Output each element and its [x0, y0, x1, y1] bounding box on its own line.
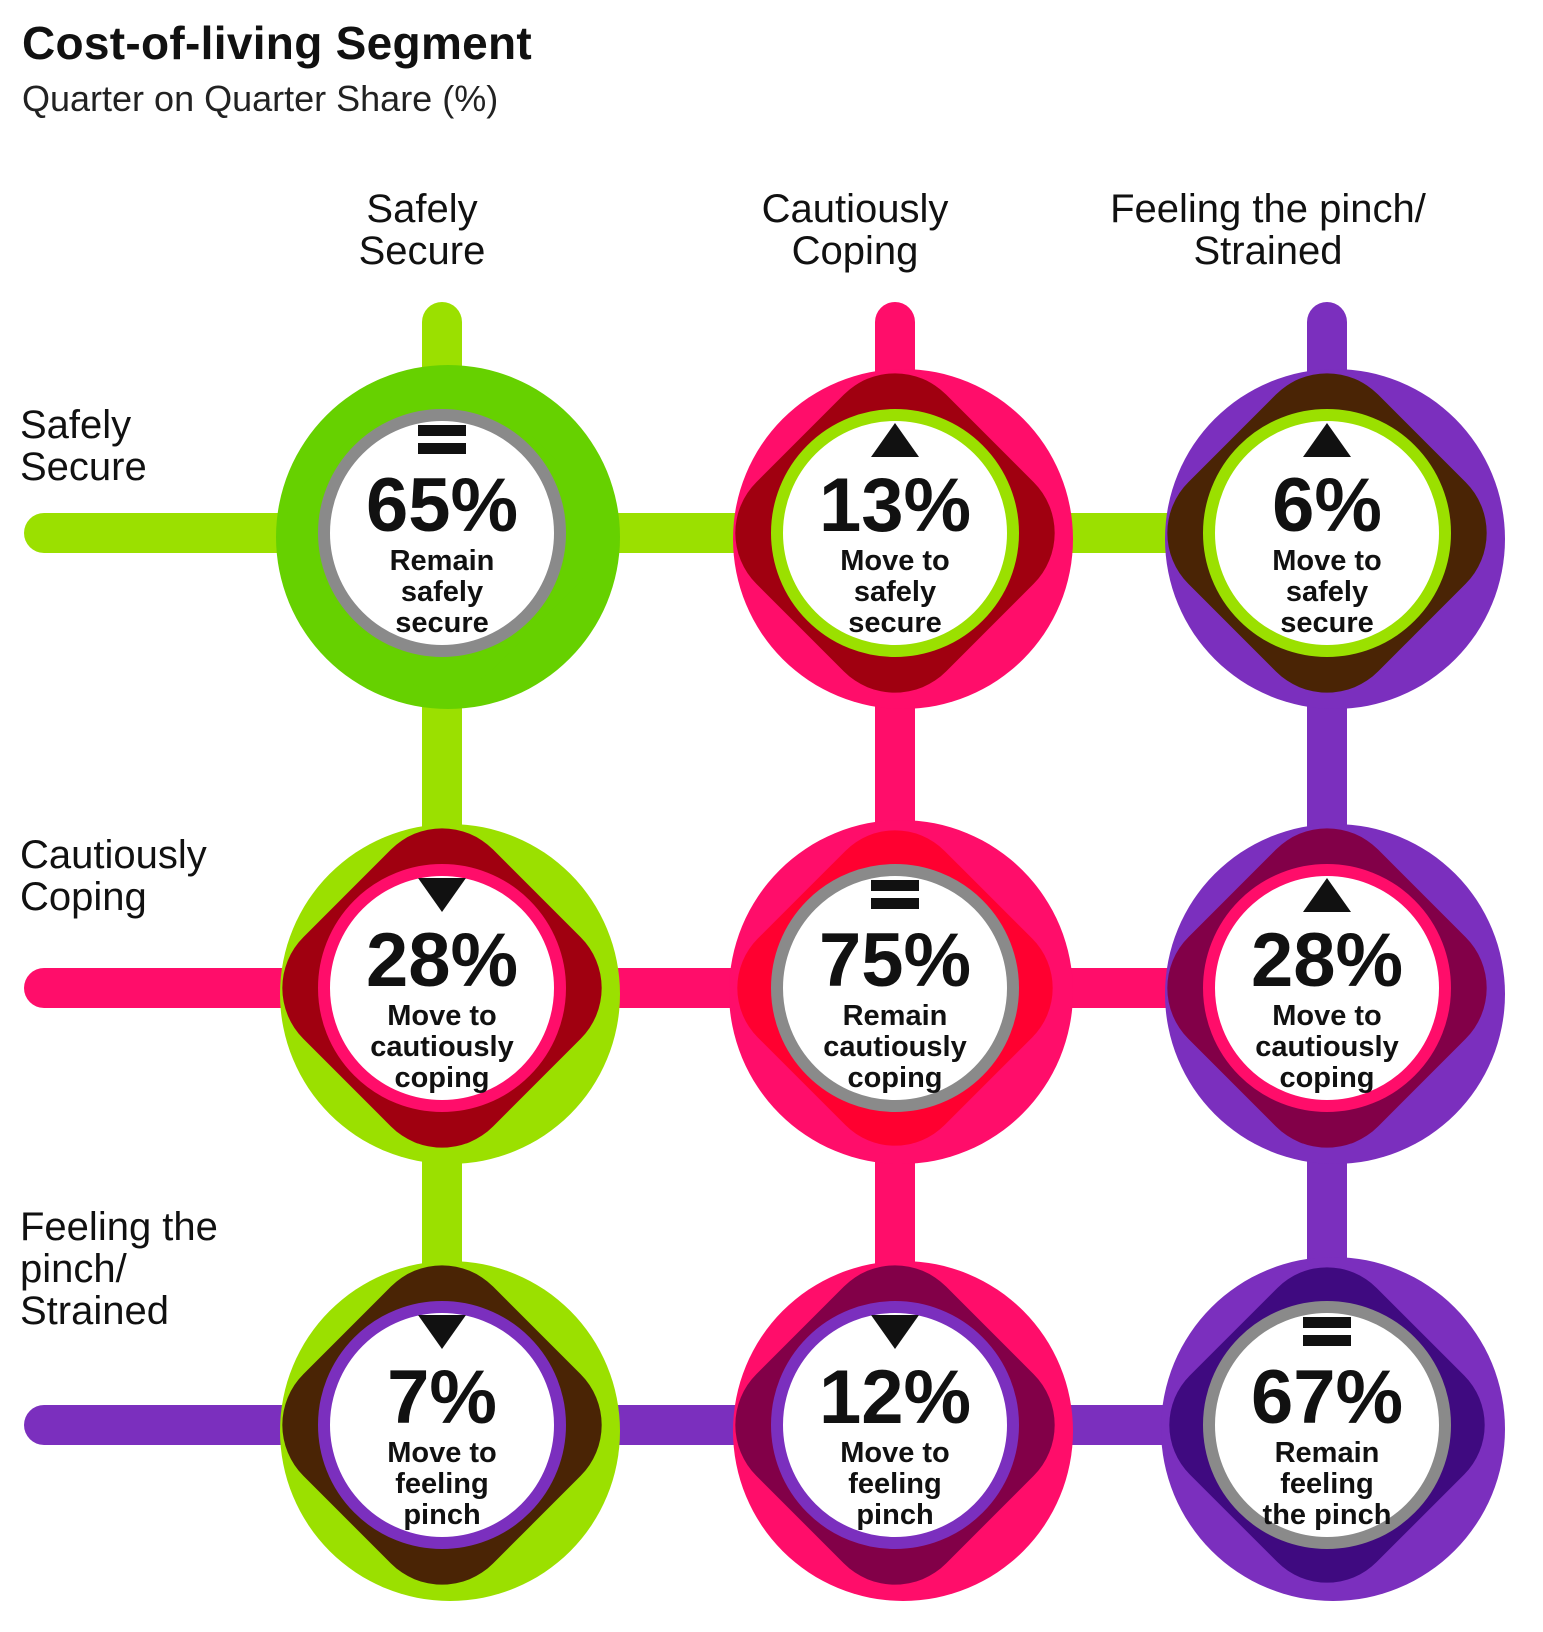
column-header-feeling-pinch: Feeling the pinch/Strained — [1110, 187, 1426, 273]
cell-cautiously-coping-to-safely-secure-label-line: cautiously — [370, 1031, 513, 1063]
cell-safely-secure-to-feeling-pinch-label-line: Move to — [1272, 545, 1382, 577]
cell-safely-secure-to-cautiously-coping-ring — [771, 409, 1019, 657]
cell-feeling-pinch-to-cautiously-coping-label-line: feeling — [848, 1468, 941, 1500]
cell-feeling-pinch-to-safely-secure-label-line: feeling — [395, 1468, 488, 1500]
cell-safely-secure-to-cautiously-coping-label-line: secure — [848, 607, 942, 639]
cell-cautiously-coping-to-cautiously-coping-label-line: Remain — [843, 1000, 948, 1032]
cell-cautiously-coping-to-feeling-pinch-label-line: coping — [1279, 1062, 1374, 1094]
cell-safely-secure-to-feeling-pinch-value: 6% — [1272, 463, 1382, 548]
cell-cautiously-coping-to-safely-secure-ring — [318, 864, 566, 1112]
cell-cautiously-coping-to-cautiously-coping-label-line: cautiously — [823, 1031, 966, 1063]
cell-cautiously-coping-to-safely-secure-value: 28% — [366, 918, 518, 1003]
cell-cautiously-coping-to-feeling-pinch-label-line: Move to — [1272, 1000, 1382, 1032]
cell-cautiously-coping-to-cautiously-coping-value: 75% — [819, 918, 971, 1003]
cell-feeling-pinch-to-feeling-pinch-equal-icon — [1303, 1317, 1351, 1346]
cell-safely-secure-to-cautiously-coping-value: 13% — [819, 463, 971, 548]
chart-subtitle: Quarter on Quarter Share (%) — [22, 78, 499, 119]
cell-safely-secure-to-safely-secure-ring — [318, 409, 566, 657]
chart-title: Cost-of-living Segment — [22, 17, 533, 69]
cell-cautiously-coping-to-feeling-pinch-value: 28% — [1251, 918, 1403, 1003]
cell-feeling-pinch-to-feeling-pinch-label-line: the pinch — [1263, 1499, 1392, 1531]
cell-feeling-pinch-to-cautiously-coping-arrow-down-icon — [871, 1315, 919, 1349]
cell-feeling-pinch-to-safely-secure-arrow-down-icon — [418, 1315, 466, 1349]
cell-cautiously-coping-to-feeling-pinch-label-line: cautiously — [1255, 1031, 1398, 1063]
cell-cautiously-coping-to-cautiously-coping-equal-icon — [871, 880, 919, 909]
cell-feeling-pinch-to-feeling-pinch-value: 67% — [1251, 1355, 1403, 1440]
cell-feeling-pinch-to-cautiously-coping-label-line: Move to — [840, 1437, 950, 1469]
cell-feeling-pinch-to-feeling-pinch-label-line: Remain — [1275, 1437, 1380, 1469]
row-header-feeling-pinch: Feeling the pinch/Strained — [20, 1205, 218, 1333]
cell-feeling-pinch-to-safely-secure-value: 7% — [387, 1355, 497, 1440]
cell-cautiously-coping-to-safely-secure-label-line: coping — [394, 1062, 489, 1094]
cell-safely-secure-to-feeling-pinch-label-line: secure — [1280, 607, 1374, 639]
cell-safely-secure-to-feeling-pinch-label-line: safely — [1286, 576, 1368, 608]
cell-safely-secure-to-feeling-pinch-arrow-up-icon — [1303, 423, 1351, 457]
cell-safely-secure-to-cautiously-coping-label-line: safely — [854, 576, 936, 608]
cell-safely-secure-to-safely-secure-label-line: safely — [401, 576, 483, 608]
cell-cautiously-coping-to-safely-secure-arrow-down-icon — [418, 878, 466, 912]
cell-feeling-pinch-to-cautiously-coping-value: 12% — [819, 1355, 971, 1440]
cell-cautiously-coping-to-safely-secure-label-line: Move to — [387, 1000, 497, 1032]
cell-safely-secure-to-cautiously-coping-arrow-up-icon — [871, 423, 919, 457]
cell-safely-secure-to-safely-secure-value: 65% — [366, 463, 518, 548]
cell-feeling-pinch-to-feeling-pinch-ring — [1203, 1301, 1451, 1549]
cell-cautiously-coping-to-feeling-pinch-arrow-up-icon — [1303, 878, 1351, 912]
cell-safely-secure-to-safely-secure-equal-icon — [418, 425, 466, 454]
cell-feeling-pinch-to-safely-secure-label-line: Move to — [387, 1437, 497, 1469]
cell-cautiously-coping-to-cautiously-coping-ring — [771, 864, 1019, 1112]
cell-feeling-pinch-to-safely-secure-label-line: pinch — [403, 1499, 480, 1531]
cell-safely-secure-to-feeling-pinch-ring — [1203, 409, 1451, 657]
row-header-safely-secure: Safely Secure — [20, 403, 147, 489]
cell-feeling-pinch-to-cautiously-coping-ring — [771, 1301, 1019, 1549]
cell-safely-secure-to-safely-secure-label-line: Remain — [390, 545, 495, 577]
cell-feeling-pinch-to-cautiously-coping-label-line: pinch — [856, 1499, 933, 1531]
column-header-cautiously-coping: Cautiously Coping — [761, 187, 949, 273]
cell-feeling-pinch-to-feeling-pinch-label-line: feeling — [1280, 1468, 1373, 1500]
cell-safely-secure-to-safely-secure-label-line: secure — [395, 607, 489, 639]
cell-cautiously-coping-to-cautiously-coping-label-line: coping — [847, 1062, 942, 1094]
column-header-safely-secure: Safely Secure — [358, 187, 486, 273]
cell-cautiously-coping-to-feeling-pinch-ring — [1203, 864, 1451, 1112]
cell-safely-secure-to-cautiously-coping-label-line: Move to — [840, 545, 950, 577]
cell-feeling-pinch-to-safely-secure-ring — [318, 1301, 566, 1549]
row-header-cautiously-coping: Cautiously Coping — [20, 833, 207, 919]
